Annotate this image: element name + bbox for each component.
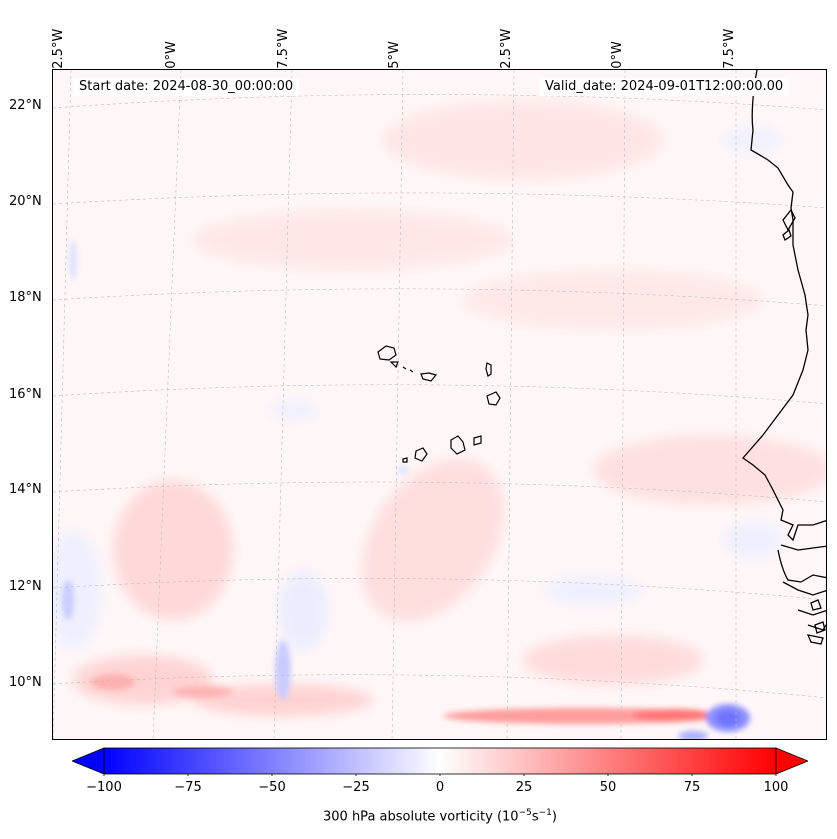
lat-label-10n: 10°N (9, 675, 42, 690)
colorbar-tick-label: −100 (86, 780, 122, 795)
colorbar-title-exp1: −5 (518, 808, 532, 818)
lat-label-18n: 18°N (9, 290, 42, 305)
colorbar-tick-label: −25 (342, 780, 370, 795)
cape-verde-islands (377, 345, 501, 463)
colorbar-title-end: ) (551, 809, 557, 825)
colorbar-tick-label: −75 (174, 780, 202, 795)
lat-label-20n: 20°N (9, 194, 42, 209)
lat-label-14n: 14°N (9, 482, 42, 497)
graticule (53, 70, 826, 739)
colorbar-tick-label: 25 (515, 780, 533, 795)
colorbar-tick-label: 50 (599, 780, 617, 795)
valid-date-label: Valid_date: 2024-09-01T12:00:00.00 (539, 78, 790, 96)
coastline (742, 70, 826, 645)
colorbar-tick-label: −50 (258, 780, 286, 795)
colorbar-tick-label: 75 (683, 780, 701, 795)
colorbar-title-main: 300 hPa absolute vorticity (10 (323, 809, 519, 825)
map-panel (52, 69, 827, 740)
colorbar-gradient (70, 747, 810, 778)
colorbar-tick-label: 0 (435, 780, 445, 795)
colorbar (70, 746, 810, 778)
lat-label-12n: 12°N (9, 579, 42, 594)
vorticity-field (53, 70, 826, 739)
colorbar-tick-label: 100 (763, 780, 789, 795)
colorbar-title-mid: s (531, 809, 539, 825)
colorbar-title: 300 hPa absolute vorticity (10−5s−1) (0, 808, 837, 824)
start-date-label: Start date: 2024-08-30_00:00:00 (73, 78, 300, 96)
lat-label-22n: 22°N (9, 98, 42, 113)
colorbar-ticks: −100 −75 −50 −25 0 25 50 75 100 (0, 780, 837, 800)
colorbar-title-exp2: −1 (538, 808, 552, 818)
lat-label-16n: 16°N (9, 387, 42, 402)
